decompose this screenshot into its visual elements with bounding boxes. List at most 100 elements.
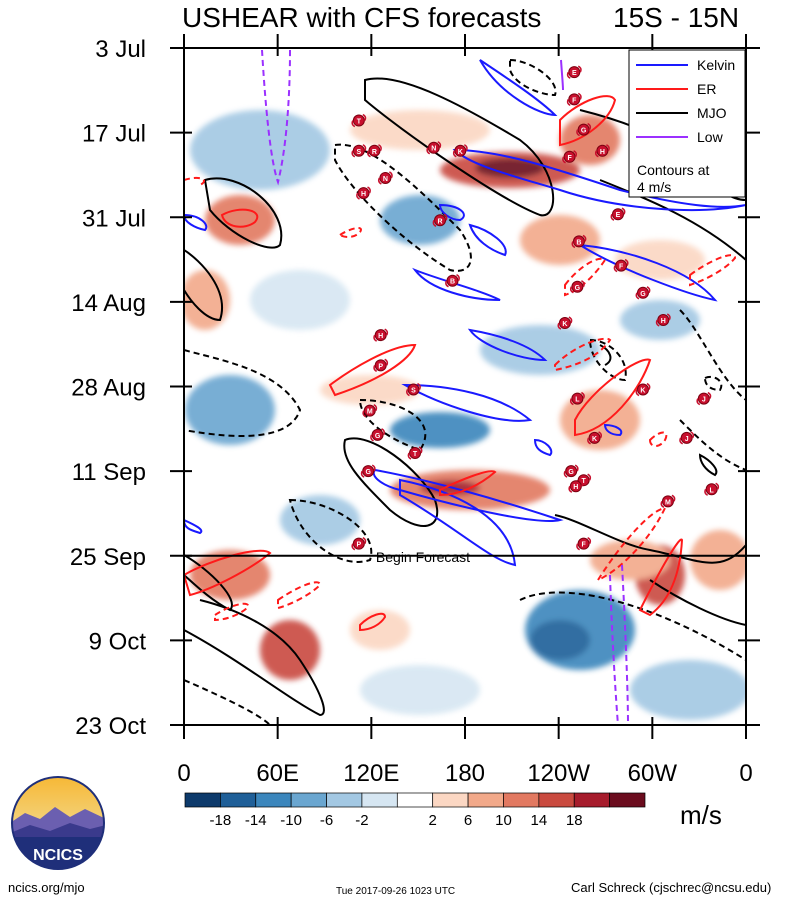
colorbar-units: m/s (680, 800, 722, 830)
storm-label: K (640, 388, 645, 395)
footer-link[interactable]: ncics.org/mjo (8, 880, 85, 895)
storm-label: T (413, 451, 418, 458)
y-tick-label: 11 Sep (72, 459, 146, 486)
colorbar-label: -6 (320, 812, 333, 829)
chart-subtitle: 15S - 15N (613, 2, 740, 33)
storm-label: G (581, 128, 587, 135)
storm-label: G (640, 291, 646, 298)
y-tick-label: 28 Aug (71, 375, 146, 402)
legend-entry-label: Low (697, 129, 724, 145)
colorbar: -18 -14 -10 -6 -2 2 6 10 14 18 (184, 792, 646, 829)
colorbar-swatch (503, 792, 540, 808)
storm-marker: G (576, 122, 592, 137)
storm-label: G (568, 469, 574, 476)
storm-label: R (437, 218, 442, 225)
storm-label: B (450, 279, 455, 286)
colorbar-swatch (255, 792, 292, 808)
storm-marker: M (362, 404, 378, 418)
storm-label: T (582, 478, 587, 485)
colorbar-label: 6 (464, 812, 472, 829)
storm-label: B (576, 239, 581, 246)
storm-label: M (367, 409, 373, 416)
legend-note-line2: 4 m/s (637, 179, 671, 195)
storm-label: H (573, 484, 578, 491)
storm-marker: T (407, 446, 423, 460)
storm-label: K (592, 436, 597, 443)
storm-marker: N (377, 171, 393, 185)
x-tick-label: 60W (628, 760, 678, 787)
y-tick-label: 3 Jul (95, 36, 146, 63)
storm-label: H (361, 191, 366, 198)
storm-label: H (378, 333, 383, 340)
colorbar-label: -2 (355, 812, 368, 829)
storm-marker: R (367, 144, 382, 158)
storm-marker: H (655, 313, 671, 327)
footer-credit: Carl Schreck (cjschrec@ncsu.edu) (571, 880, 772, 895)
colorbar-swatch (326, 792, 363, 808)
storm-label: S (411, 388, 416, 395)
storm-marker: J (679, 431, 695, 445)
y-tick-label: 31 Jul (82, 205, 146, 232)
colorbar-swatch (396, 792, 434, 808)
storm-label: H (600, 149, 605, 156)
storm-marker: G (635, 286, 651, 300)
storm-marker: S (351, 144, 367, 158)
storm-label: T (357, 119, 362, 126)
storm-label: K (458, 149, 463, 156)
y-tick-label: 14 Aug (71, 290, 146, 317)
legend: Kelvin ER MJO Low Contours at 4 m/s (628, 49, 746, 198)
storm-marker: K (635, 382, 651, 397)
storm-marker: H (373, 328, 389, 342)
x-tick-label: 120E (343, 760, 399, 787)
colorbar-label: 18 (566, 812, 583, 829)
colorbar-swatch (609, 792, 646, 808)
storm-label: M (665, 499, 671, 506)
y-tick-label: 25 Sep (70, 544, 146, 571)
storm-label: G (365, 469, 371, 476)
storm-label: F (567, 155, 572, 162)
storm-label: R (372, 149, 377, 156)
x-tick-label: 180 (445, 760, 485, 787)
storm-marker: M (660, 494, 676, 509)
storm-label: E (572, 70, 577, 77)
storm-label: K (562, 321, 567, 328)
storm-marker: E (566, 65, 582, 79)
storm-marker: R (432, 213, 448, 227)
storm-marker: J (696, 391, 712, 406)
colorbar-swatch (220, 792, 257, 808)
y-tick-label: 9 Oct (89, 628, 147, 655)
storm-marker: L (704, 482, 720, 496)
storm-label: J (702, 397, 706, 404)
storm-label: J (685, 436, 689, 443)
storm-label: P (378, 363, 383, 370)
storm-marker: F (566, 92, 582, 107)
storm-marker: T (351, 113, 367, 128)
storm-marker: E (610, 207, 626, 221)
storm-label: H (661, 318, 666, 325)
colorbar-swatch (184, 792, 221, 808)
storm-marker: G (563, 464, 579, 478)
chart-title: USHEAR with CFS forecasts (182, 2, 542, 33)
storm-marker: K (557, 316, 573, 330)
legend-entry-label: Kelvin (697, 57, 735, 73)
colorbar-label: 2 (429, 812, 437, 829)
storm-marker: L (569, 391, 585, 406)
colorbar-swatch (290, 792, 327, 808)
storm-marker: B (445, 274, 460, 288)
storm-label: F (572, 97, 577, 104)
colorbar-label: -10 (280, 812, 302, 829)
storm-label: F (582, 542, 587, 549)
x-tick-label: 0 (177, 760, 190, 787)
storm-marker: S (406, 382, 421, 397)
x-tick-label: 120W (527, 760, 590, 787)
shading-layer (184, 110, 746, 720)
storm-marker: G (360, 464, 376, 478)
logo-text: NCICS (33, 847, 83, 864)
legend-entry-label: ER (697, 81, 716, 97)
storm-marker: H (568, 479, 584, 493)
storm-label: P (357, 542, 362, 549)
y-tick-label: 23 Oct (75, 713, 146, 740)
contour-layer (184, 49, 746, 725)
storm-marker: G (569, 280, 585, 294)
